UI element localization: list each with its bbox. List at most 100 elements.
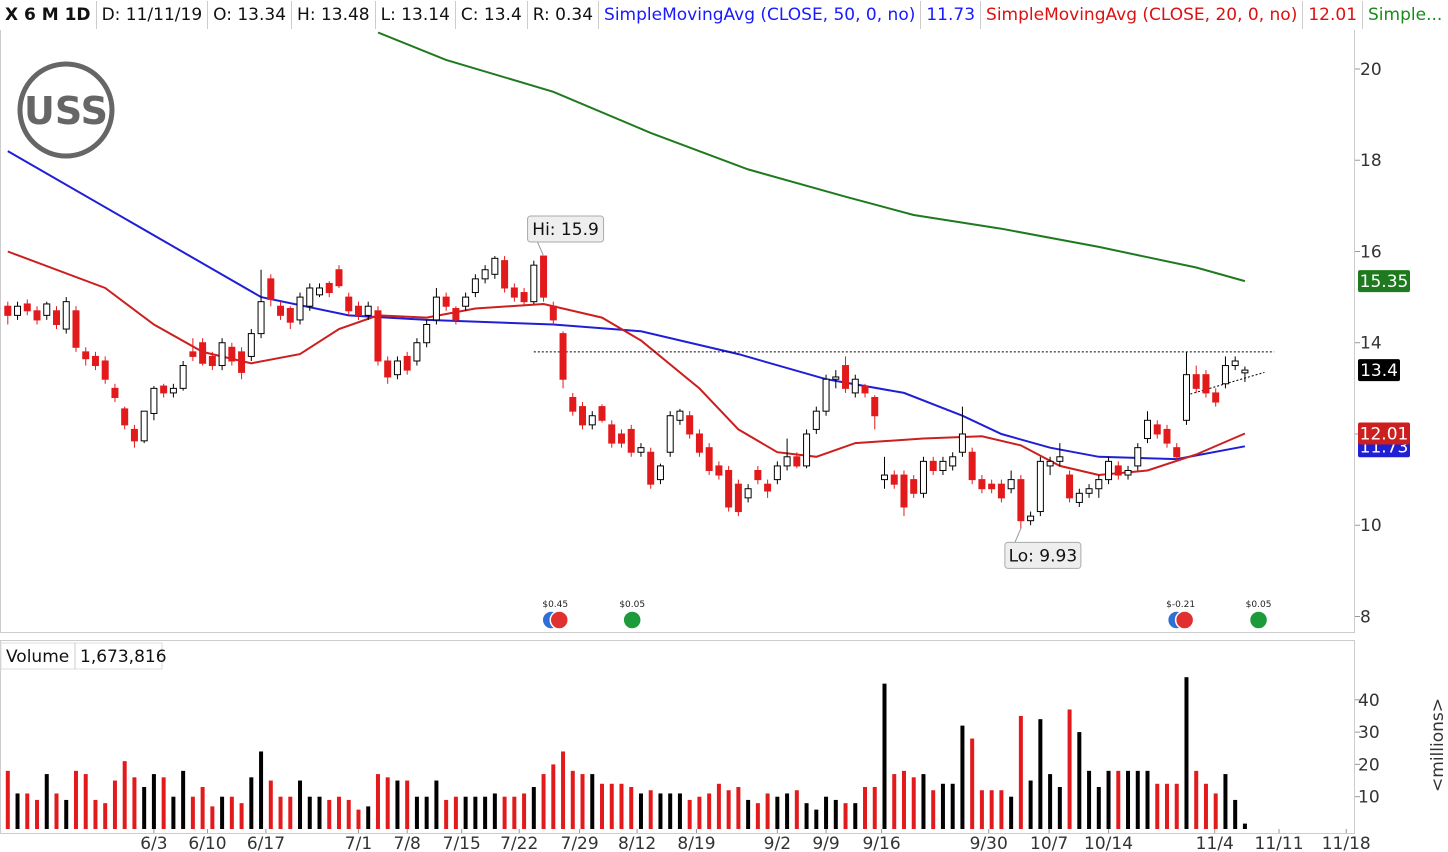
candle-body (169, 387, 177, 394)
volume-bar (1067, 709, 1072, 829)
volume-bar (356, 809, 361, 829)
candle-body (686, 415, 694, 435)
candle-body (881, 474, 889, 481)
volume-bar (570, 770, 575, 829)
candle-body (598, 406, 606, 421)
candle-body (247, 333, 255, 357)
volume-bar (5, 770, 10, 829)
volume-bar (658, 793, 663, 829)
volume-bar (1116, 770, 1121, 829)
candle-body (627, 428, 635, 453)
volume-bar (638, 793, 643, 829)
candle-body (452, 308, 460, 321)
volume-bar (1096, 787, 1101, 829)
volume-bar (122, 761, 127, 829)
volume-bar (1184, 677, 1189, 829)
candle-body (121, 408, 129, 426)
volume-bar (73, 770, 78, 829)
study-name[interactable]: SimpleMovingAvg (CLOSE, 50, 0, no) (599, 1, 922, 29)
event-label: $-0.21 (1166, 600, 1195, 610)
volume-bar (103, 803, 108, 829)
volume-bar (1028, 780, 1033, 829)
annotation-pointer (537, 241, 545, 257)
event-icon[interactable] (1174, 610, 1195, 630)
volume-bar (405, 780, 410, 829)
candle-body (1202, 374, 1210, 394)
volume-bar (434, 780, 439, 829)
candle-body (23, 303, 31, 312)
volume-bar (414, 796, 419, 829)
candle-body (296, 296, 304, 321)
candle-body (890, 474, 898, 485)
volume-bar (531, 787, 536, 829)
candle-body (82, 351, 90, 360)
volume-bar (317, 796, 322, 829)
candle-body (306, 287, 314, 307)
event-icon[interactable] (1248, 610, 1269, 630)
y-tick-label: 20 (1360, 60, 1382, 80)
volume-bar (1106, 770, 1111, 829)
candle-body (1046, 460, 1054, 467)
x-tick-label: 9/2 (764, 834, 791, 852)
candle-body (1153, 424, 1161, 435)
candle-body (491, 257, 499, 275)
volume-bar (1174, 783, 1179, 829)
candle-body (510, 287, 518, 298)
event-icon[interactable] (549, 610, 569, 630)
x-tick-label: 9/30 (970, 834, 1008, 852)
candle-body (1066, 474, 1074, 499)
candle-body (988, 483, 996, 490)
volume-bar (629, 787, 634, 829)
x-tick-label: 11/11 (1255, 834, 1304, 852)
volume-bar (1203, 783, 1208, 829)
volume-bar (1233, 799, 1238, 829)
volume-bar (648, 790, 653, 829)
volume-bar (512, 796, 517, 829)
candle-body (179, 365, 187, 389)
volume-bar (249, 777, 254, 829)
volume-bar (463, 796, 468, 829)
volume-bar (668, 793, 673, 829)
volume-bar (336, 796, 341, 829)
study-name[interactable]: SimpleMovingAvg (CLOSE, 20, 0, no) (981, 1, 1304, 29)
volume-bar (307, 796, 312, 829)
candle-body (1085, 488, 1093, 494)
volume-bar (190, 796, 195, 829)
event-icon[interactable] (622, 610, 642, 630)
volume-bar (1126, 770, 1131, 829)
candle-body (725, 469, 733, 508)
candle-body (1212, 392, 1220, 403)
x-tick-label: 8/19 (677, 834, 715, 852)
volume-bar (298, 780, 303, 829)
candle-body (871, 396, 879, 417)
volume-title: Volume (6, 647, 69, 667)
candle-body (1017, 479, 1025, 522)
volume-bar (765, 793, 770, 829)
volume-bar (882, 683, 887, 829)
moving-average (377, 31, 1246, 283)
study-name[interactable]: Simple... (1368, 5, 1443, 25)
candle-body (608, 424, 616, 444)
volume-bar (804, 803, 809, 829)
close: C: 13.4 (456, 1, 528, 29)
candle-body (530, 264, 538, 303)
y-tick-label: 18 (1360, 151, 1382, 171)
candle-body (656, 465, 664, 481)
volume-bar (911, 777, 916, 829)
volume-bar (853, 803, 858, 829)
candle-body (442, 296, 450, 307)
candle-body (150, 387, 158, 414)
x-tick-label: 11/4 (1196, 834, 1234, 852)
open: O: 13.34 (208, 1, 293, 29)
symbol[interactable]: X 6 M 1D (0, 1, 97, 29)
candle-body (423, 323, 431, 344)
volume-bar (736, 787, 741, 829)
volume-bar (1009, 796, 1014, 829)
candle-body (4, 305, 12, 316)
header-bar: X 6 M 1D D: 11/11/19 O: 13.34 H: 13.48 L… (0, 0, 1448, 30)
study-value: 12.01 (1303, 1, 1364, 29)
volume-bar (590, 774, 595, 829)
value-badge-label: 12.01 (1360, 425, 1409, 445)
